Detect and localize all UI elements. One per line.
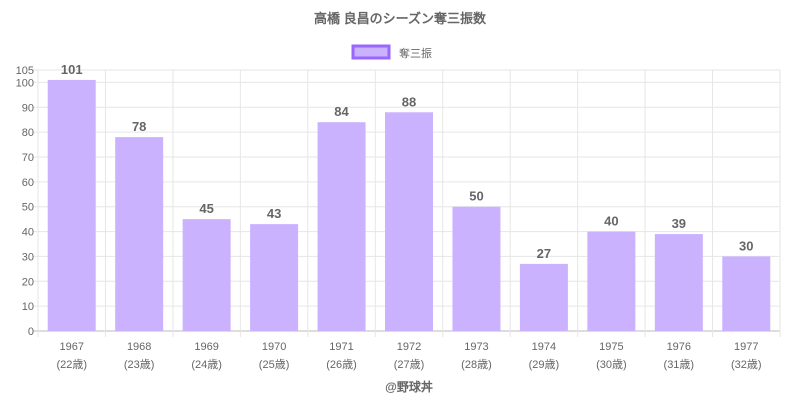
y-tick-label: 105 [16,65,34,77]
data-label: 30 [739,238,753,253]
data-label: 27 [537,246,551,261]
bar[interactable] [452,206,501,331]
data-label: 39 [672,216,686,231]
y-tick-label: 90 [22,102,34,114]
bar[interactable] [587,231,636,331]
y-tick-label: 30 [22,251,34,263]
x-tick-sublabel: (24歳) [191,358,222,371]
data-label: 45 [199,201,213,216]
bar[interactable] [317,122,366,331]
y-tick-label: 100 [16,77,34,89]
bar[interactable] [385,112,433,331]
y-tick-label: 80 [22,127,34,139]
y-tick-label: 0 [28,326,34,338]
x-tick-sublabel: (25歳) [259,358,290,371]
bar[interactable] [182,219,231,331]
x-tick-label: 1976 [667,341,691,353]
x-tick-label: 1972 [397,341,421,353]
x-tick-label: 1970 [262,341,286,353]
x-tick-sublabel: (26歳) [326,358,357,371]
credit: @野球丼 [385,379,433,394]
x-tick-sublabel: (22歳) [56,358,87,371]
y-tick-label: 50 [22,202,34,214]
x-tick-sublabel: (23歳) [124,358,155,371]
bar[interactable] [654,234,703,331]
bar[interactable] [115,137,164,331]
x-tick-sublabel: (32歳) [731,358,762,371]
data-label: 88 [402,94,416,109]
data-label: 101 [61,62,83,77]
x-tick-sublabel: (27歳) [394,358,425,371]
y-tick-label: 20 [22,276,34,288]
legend-swatch[interactable] [351,44,391,60]
bar[interactable] [722,256,771,331]
x-tick-sublabel: (29歳) [529,358,560,371]
data-label: 50 [469,189,483,204]
bar[interactable] [47,79,96,331]
x-tick-sublabel: (28歳) [461,358,492,371]
bar[interactable] [250,224,299,331]
data-label: 40 [604,214,618,229]
x-tick-sublabel: (30歳) [596,358,627,371]
chart-title: 高橋 良昌のシーズン奪三振数 [314,11,487,26]
x-tick-label: 1973 [464,341,488,353]
bar[interactable] [519,263,568,331]
legend-label[interactable]: 奪三振 [399,46,432,60]
y-tick-label: 60 [22,177,34,189]
data-label: 78 [132,119,146,134]
y-tick-label: 70 [22,152,34,164]
x-tick-label: 1968 [127,341,151,353]
data-label: 84 [334,104,349,119]
x-tick-label: 1974 [532,341,556,353]
y-tick-label: 40 [22,227,34,239]
x-tick-label: 1971 [329,341,353,353]
x-tick-label: 1967 [59,341,83,353]
x-tick-label: 1969 [194,341,218,353]
y-tick-label: 10 [22,301,34,313]
x-tick-label: 1977 [734,341,758,353]
data-label: 43 [267,206,281,221]
x-tick-sublabel: (31歳) [664,358,695,371]
x-tick-label: 1975 [599,341,623,353]
